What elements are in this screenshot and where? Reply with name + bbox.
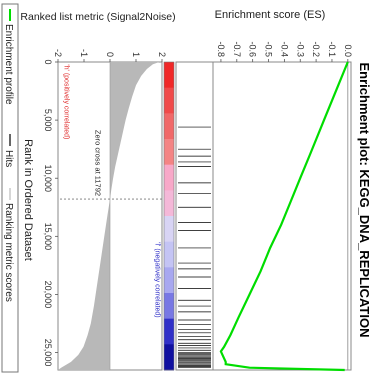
metric-tick-label: 2 — [157, 52, 167, 57]
es-tick-label: -0.2 — [311, 41, 321, 57]
metric-tick-label: 0 — [105, 52, 115, 57]
chart-title: Enrichment plot: KEGG_DNA_REPLICATION — [357, 63, 372, 338]
rank-tick-label: 20,000 — [43, 281, 53, 309]
rank-axis-label: Rank in Ordered Dataset — [22, 139, 34, 261]
negatively-correlated-label: 'l' (negatively correlated) — [154, 242, 161, 317]
heat-stripe-segment — [164, 267, 174, 294]
metric-tick-label: 1 — [131, 52, 141, 57]
rank-tick-label: 0 — [43, 59, 53, 64]
es-tick-label: -0.6 — [248, 41, 258, 57]
rank-tick-label: 15,000 — [43, 223, 53, 251]
metric-axis-label: Ranked list metric (Signal2Noise) — [20, 11, 175, 23]
metric-tick-label: -2 — [53, 49, 63, 57]
heat-stripe-segment — [164, 87, 174, 114]
es-tick-label: -0.7 — [232, 41, 242, 57]
rank-tick-label: 10,000 — [43, 164, 53, 192]
heat-stripe-segment — [164, 164, 174, 191]
es-tick-label: -0.8 — [216, 41, 226, 57]
es-panel: 0.0 -0.1 -0.2 -0.3 -0.4 -0.5 -0.6 -0.7 -0.8 — [212, 41, 353, 372]
rank-tick-label: 5,000 — [43, 109, 53, 132]
legend-label-hits: Hits — [3, 150, 14, 167]
ranking-metric-panel: -2 -1 0 1 2 Zero cross at 11792 'h' (positivel… — [53, 49, 167, 371]
heat-stripe-segment — [164, 190, 174, 217]
rank-axis: 0 5,000 10,000 15,000 20,000 25,000 — [43, 59, 58, 366]
legend-label-ranking: Ranking metric scores — [3, 203, 14, 302]
hits-frame — [175, 61, 214, 371]
legend: Enrichment profile Hits Ranking metric s… — [1, 3, 19, 373]
heat-stripe-segment — [164, 216, 174, 243]
hits-panel — [163, 61, 214, 371]
es-axis-label: Enrichment score (ES) — [215, 9, 326, 21]
heat-stripe-segment — [164, 241, 174, 268]
heat-stripe-segment — [164, 139, 174, 166]
es-tick-label: 0.0 — [343, 44, 353, 57]
legend-label-enrichment: Enrichment profile — [3, 24, 14, 105]
es-plot-frame — [212, 61, 352, 371]
rank-tick-label: 25,000 — [43, 339, 53, 367]
heat-stripe-segment — [164, 293, 174, 320]
heat-stripe-segment — [164, 318, 174, 345]
ranking-metric-area — [58, 62, 160, 370]
positively-correlated-label: 'h' (positively correlated) — [63, 64, 70, 139]
heat-stripe-frame — [163, 61, 175, 371]
metric-tick-label: -1 — [79, 49, 89, 57]
heat-stripe-segment — [164, 62, 174, 89]
es-tick-label: -0.3 — [295, 41, 305, 57]
heat-stripe-segment — [164, 113, 174, 140]
heat-stripe-segment — [164, 344, 174, 371]
enrichment-profile-line — [219, 61, 349, 372]
zero-cross-label: Zero cross at 11792 — [94, 130, 103, 196]
es-tick-label: -0.1 — [327, 41, 337, 57]
es-tick-label: -0.5 — [264, 41, 274, 57]
es-tick-label: -0.4 — [279, 41, 289, 57]
